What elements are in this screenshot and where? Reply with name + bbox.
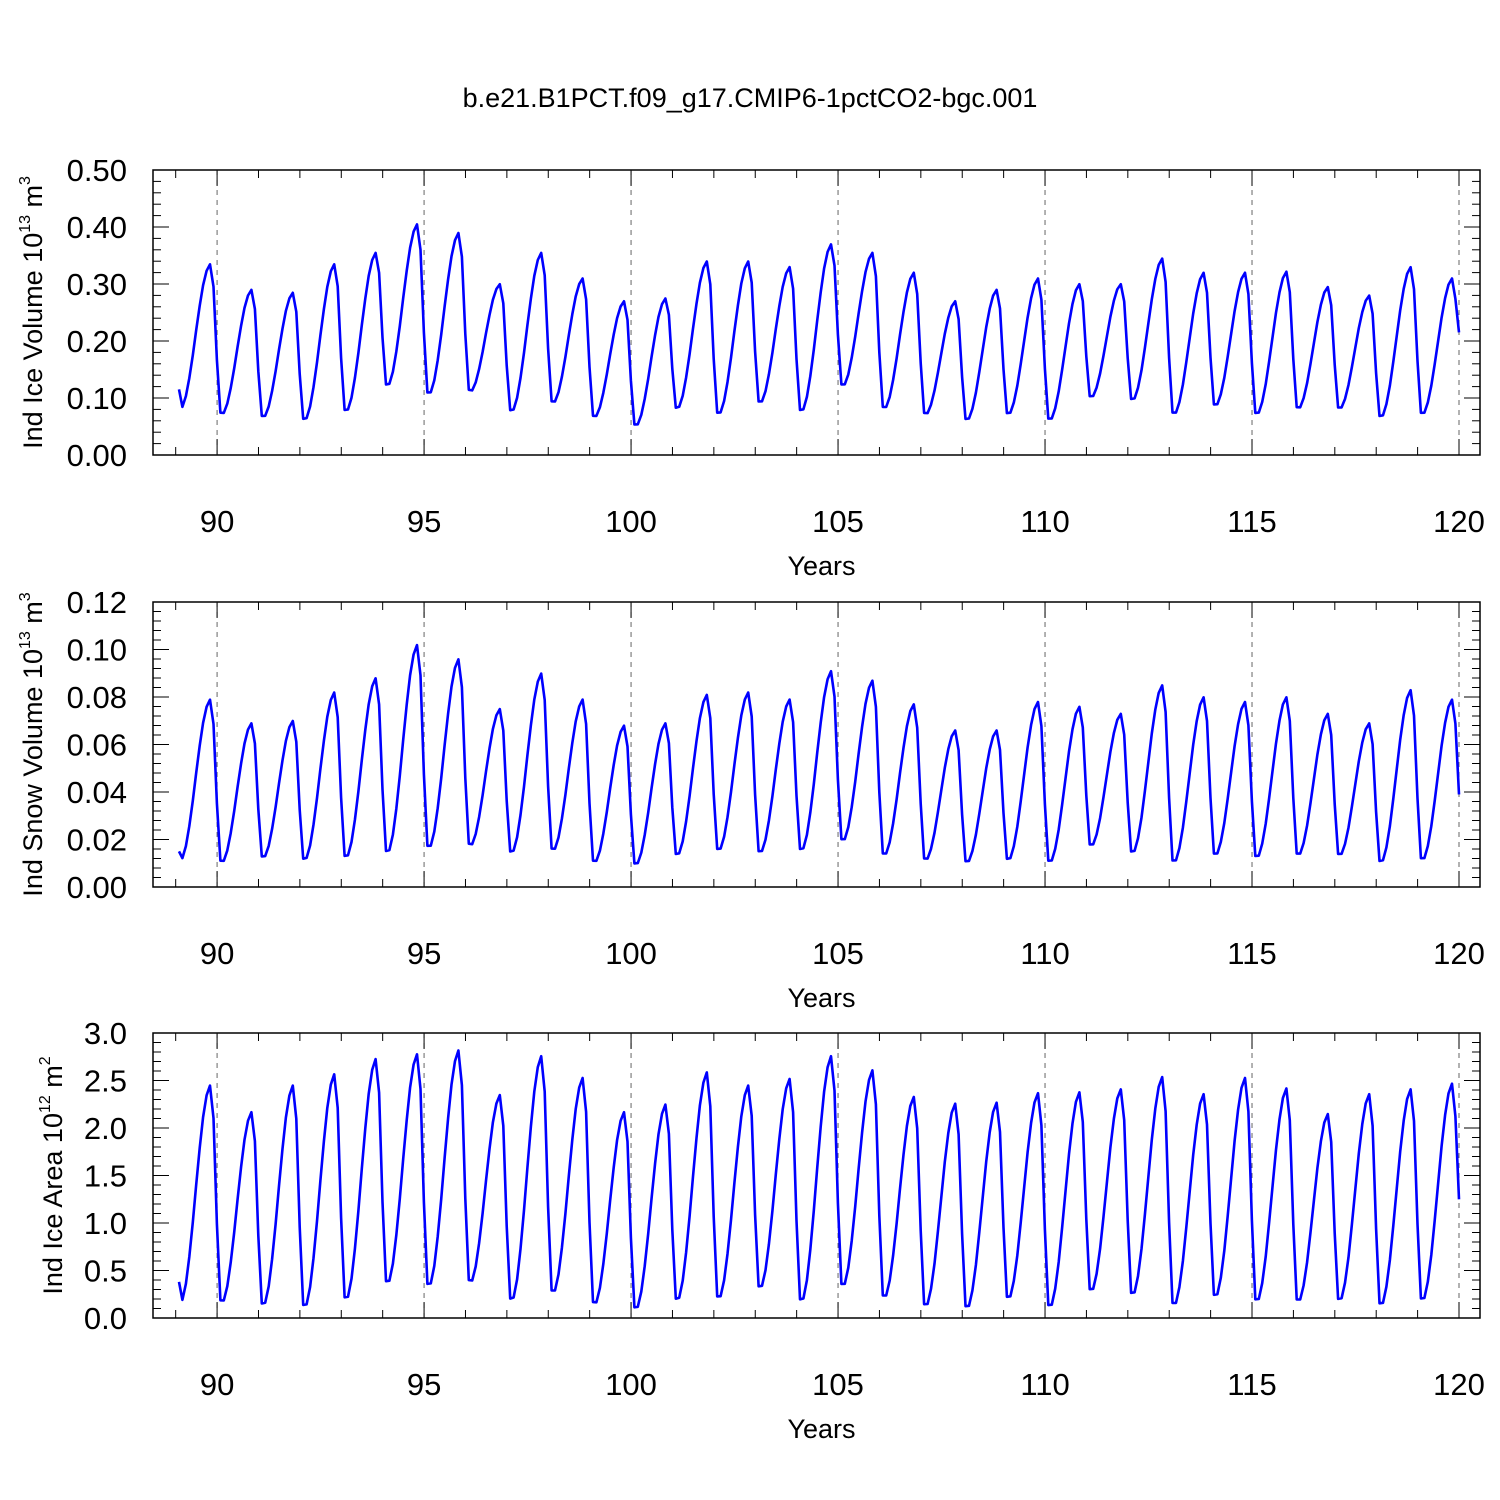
- x-tick-label: 120: [1433, 504, 1485, 539]
- x-tick-label: 105: [812, 504, 864, 539]
- x-axis-label: Years: [787, 1414, 855, 1444]
- x-tick-label: 110: [1020, 504, 1069, 539]
- y-tick-label: 0.10: [67, 633, 127, 668]
- x-tick-label: 100: [605, 936, 657, 971]
- x-tick-label: 120: [1433, 936, 1485, 971]
- y-tick-label: 1.0: [84, 1206, 127, 1241]
- x-tick-label: 100: [605, 1367, 657, 1402]
- figure-title: b.e21.B1PCT.f09_g17.CMIP6-1pctCO2-bgc.00…: [463, 83, 1038, 113]
- x-tick-label: 110: [1020, 1367, 1069, 1402]
- x-tick-label: 115: [1227, 1367, 1276, 1402]
- chart-panels: 0.00 0.10 0.20 0.30 0.40 0.50 90 95 100 105 110 115…: [17, 153, 1485, 1444]
- y-tick-label: 2.5: [84, 1064, 127, 1099]
- y-tick-label: 3.0: [84, 1016, 127, 1051]
- y-tick-label: 0.00: [67, 438, 127, 473]
- y-tick-label: 0.0: [84, 1301, 127, 1336]
- x-axis-label: Years: [787, 983, 855, 1013]
- y-tick-label: 0.50: [67, 153, 127, 188]
- y-tick-label: 0.12: [67, 585, 127, 620]
- y-tick-label: 0.02: [67, 823, 127, 858]
- x-tick-label: 90: [200, 504, 234, 539]
- x-tick-label: 110: [1020, 936, 1069, 971]
- y-tick-label: 0.5: [84, 1254, 127, 1289]
- y-axis-label: Ind Ice Area 1012 m2: [37, 1056, 68, 1294]
- series-line: [177, 223, 1461, 426]
- x-tick-label: 95: [407, 1367, 441, 1402]
- y-tick-label: 0.04: [67, 775, 127, 810]
- x-axis-label: Years: [787, 551, 855, 581]
- series-line: [177, 643, 1461, 865]
- x-tick-label: 90: [200, 1367, 234, 1402]
- x-tick-label: 95: [407, 504, 441, 539]
- plot-frame: [152, 169, 1481, 456]
- y-tick-label: 2.0: [84, 1111, 127, 1146]
- y-tick-label: 0.10: [67, 381, 127, 416]
- y-tick-label: 0.40: [67, 210, 127, 245]
- x-tick-label: 120: [1433, 1367, 1485, 1402]
- x-tick-label: 105: [812, 1367, 864, 1402]
- y-tick-label: 1.5: [84, 1159, 127, 1194]
- x-tick-label: 115: [1227, 936, 1276, 971]
- series-line: [177, 1049, 1461, 1309]
- x-tick-label: 100: [605, 504, 657, 539]
- y-tick-label: 0.30: [67, 267, 127, 302]
- y-axis-label: Ind Snow Volume 1013 m3: [17, 592, 48, 896]
- chart-panel-1: 0.00 0.10 0.20 0.30 0.40 0.50 90 95 100 105 110 115…: [17, 153, 1485, 581]
- chart-panel-2: 0.00 0.02 0.04 0.06 0.08 0.10 0.12 90 95 100 105 11…: [17, 585, 1485, 1013]
- x-tick-label: 90: [200, 936, 234, 971]
- x-tick-label: 95: [407, 936, 441, 971]
- y-tick-label: 0.06: [67, 728, 127, 763]
- chart-panel-3: 0.0 0.5 1.0 1.5 2.0 2.5 3.0 90 95 100 105 110 115 120…: [37, 1016, 1485, 1444]
- y-tick-label: 0.00: [67, 870, 127, 905]
- y-axis-label: Ind Ice Volume 1013 m3: [17, 176, 48, 449]
- y-tick-label: 0.08: [67, 680, 127, 715]
- y-tick-label: 0.20: [67, 324, 127, 359]
- x-tick-label: 115: [1227, 504, 1276, 539]
- x-tick-label: 105: [812, 936, 864, 971]
